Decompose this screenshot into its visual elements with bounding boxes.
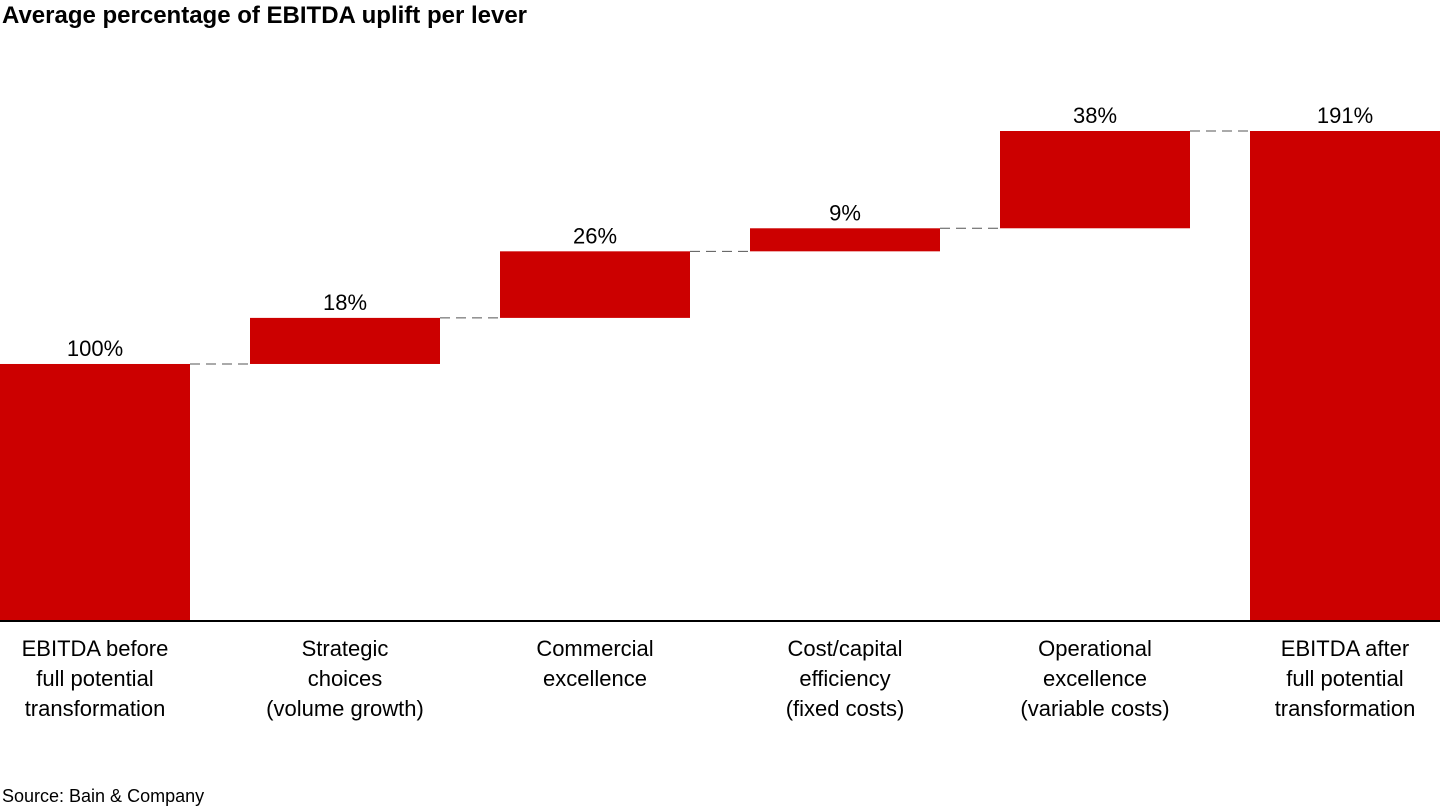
data-label-2: 18%	[323, 290, 367, 315]
category-label-3: Commercial excellence	[536, 636, 654, 691]
category-label-1: EBITDA before full potential transformat…	[21, 636, 169, 721]
data-label-5: 38%	[1073, 103, 1117, 128]
bar-operational	[1000, 131, 1190, 229]
bar-ebitda-after	[1250, 131, 1440, 620]
data-label-3: 26%	[573, 223, 617, 248]
bar-ebitda-before	[0, 363, 190, 620]
chart-title: Average percentage of EBITDA uplift per …	[2, 2, 528, 29]
waterfall-chart: 100% 18% 26% 9% 38% 191%	[0, 103, 1440, 622]
source-note: Source: Bain & Company	[2, 786, 205, 806]
category-label-5: Operational excellence (variable costs)	[1020, 636, 1170, 721]
bar-cost-capital	[750, 228, 940, 252]
data-label-4: 9%	[829, 200, 861, 225]
category-label-6: EBITDA after full potential transformati…	[1274, 636, 1416, 721]
category-label-4: Cost/capital efficiency (fixed costs)	[785, 636, 905, 721]
bar-commercial	[500, 251, 690, 318]
bar-strategic	[250, 317, 440, 364]
data-label-1: 100%	[67, 336, 123, 361]
category-label-2: Strategic choices (volume growth)	[266, 636, 424, 721]
data-label-6: 191%	[1317, 103, 1373, 128]
